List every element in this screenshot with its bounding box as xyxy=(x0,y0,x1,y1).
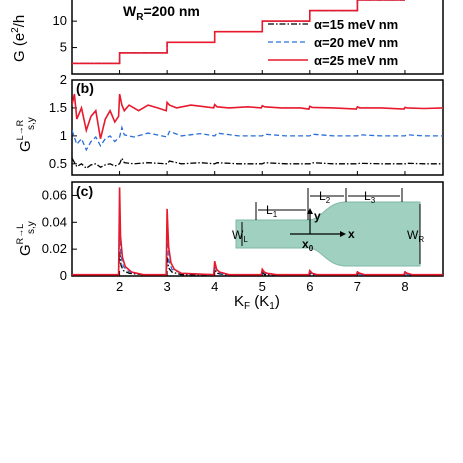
panel-c-ytick-label: 0 xyxy=(60,268,67,283)
panel-b-ytick-label: 1 xyxy=(60,128,67,143)
inset-y-arrowhead xyxy=(307,208,313,214)
legend-label-1: α=15 meV nm xyxy=(314,17,398,32)
panel-c-xtick-label: 7 xyxy=(354,279,361,294)
panel-b-series-1 xyxy=(72,156,443,170)
panel-a-ylabel: G (e2/h xyxy=(10,15,28,62)
panel-b-frame xyxy=(71,79,444,176)
panel-c-frame xyxy=(71,181,444,277)
panel-b: 0.5 1 1.5 2 (b) GL→R s,y xyxy=(15,72,444,176)
panel-a: 5 10 WR=200 nm α=15 meV nm α=20 meV nm α=25… xyxy=(10,0,444,75)
panel-b-ytick-label: 2 xyxy=(60,72,67,87)
inset-x-label: x xyxy=(348,227,355,241)
inset-wr-label: WR xyxy=(407,228,424,244)
panel-c-series-3 xyxy=(72,187,443,276)
panel-a-series-3 xyxy=(72,0,405,65)
panel-c-series xyxy=(72,187,443,276)
panel-c-yticks: 0 0.02 0.04 0.06 xyxy=(42,187,77,283)
panel-a-series xyxy=(72,0,405,65)
inset-l1-label: L1 xyxy=(266,203,278,219)
panel-c-xtick-label: 5 xyxy=(259,279,266,294)
panel-c-xlabel: KF (K1) xyxy=(234,293,280,312)
panel-b-series-3 xyxy=(72,93,443,139)
panel-c-xtick-label: 6 xyxy=(306,279,313,294)
panel-c-xtick-label: 3 xyxy=(164,279,171,294)
inset-l2-label: L2 xyxy=(319,189,331,205)
panel-b-ylabel-sub: s,y xyxy=(26,117,37,130)
panel-c-xtick-label: 4 xyxy=(211,279,218,294)
panel-a-frame xyxy=(71,0,444,75)
panel-c-letter: (c) xyxy=(76,183,93,199)
inset-l3-label: L3 xyxy=(364,189,376,205)
panel-c-xtick-label: 8 xyxy=(401,279,408,294)
panel-a-yticks: 5 10 xyxy=(53,13,406,74)
panel-b-series xyxy=(72,93,443,170)
panel-b-ytick-label: 0.5 xyxy=(49,156,67,171)
panel-c-xtick-label: 2 xyxy=(116,279,123,294)
legend: α=15 meV nm α=20 meV nm α=25 meV nm xyxy=(268,17,398,68)
inset-y-label: y xyxy=(314,209,321,223)
panel-b-yticks: 0.5 1 1.5 2 xyxy=(49,72,406,175)
panel-a-ytick-label: 10 xyxy=(53,13,67,28)
panel-c: 0 0.02 0.04 0.06 2 3 4 5 6 7 8 L1 L2 L3 WL WR x0 … xyxy=(15,181,444,312)
panel-a-annotation: WR=200 nm xyxy=(123,3,200,23)
panel-b-series-2 xyxy=(72,125,443,152)
panel-b-ytick-label: 1.5 xyxy=(49,100,67,115)
panel-c-ytick-label: 0.02 xyxy=(42,241,67,256)
panel-c-ytick-label: 0.06 xyxy=(42,187,67,202)
legend-label-2: α=20 meV nm xyxy=(314,35,398,50)
panel-b-ylabel: GL→R xyxy=(15,119,34,152)
device-inset: L1 L2 L3 WL WR x0 x y xyxy=(232,188,424,267)
panel-c-ytick-label: 0.04 xyxy=(42,214,67,229)
inset-wl-label: WL xyxy=(232,228,248,244)
legend-label-3: α=25 meV nm xyxy=(314,53,398,68)
inset-x0-label: x0 xyxy=(302,237,314,253)
panel-c-ylabel: GR→L xyxy=(15,224,34,256)
inset-x-arrowhead xyxy=(340,231,346,237)
panel-a-ytick-label: 5 xyxy=(60,40,67,55)
panel-b-letter: (b) xyxy=(76,80,94,96)
panel-c-ylabel-sub: s,y xyxy=(26,221,37,234)
